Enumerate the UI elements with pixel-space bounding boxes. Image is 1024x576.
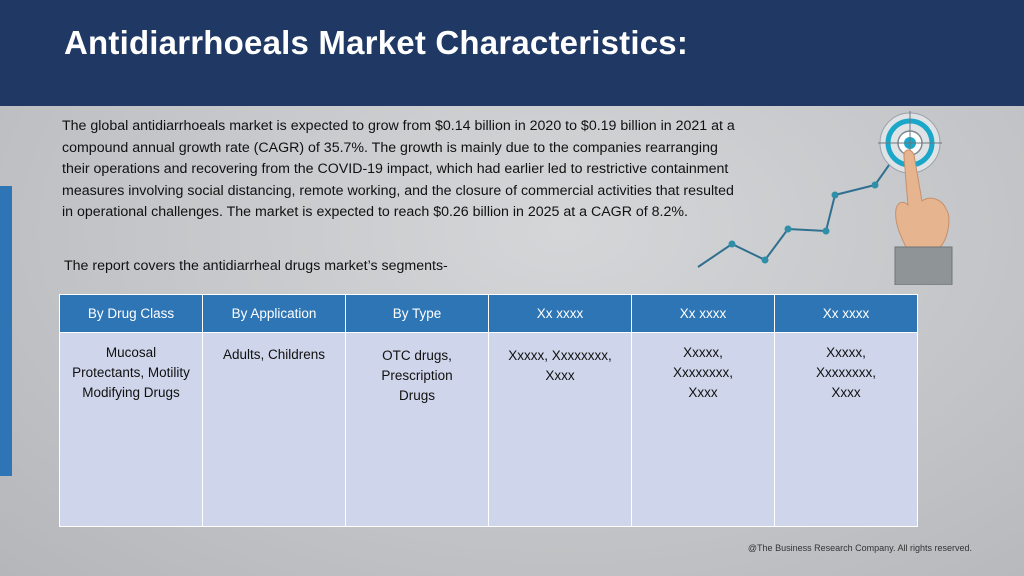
table-header-cell: Xx xxxx <box>631 294 775 333</box>
table-cell: Xxxxx, Xxxxxxxx, Xxxx <box>631 332 775 527</box>
table-cell: Mucosal Protectants, Motility Modifying … <box>59 332 203 527</box>
table-header-cell: By Type <box>345 294 489 333</box>
table-cell: Xxxxx, Xxxxxxxx, Xxxx <box>488 332 632 527</box>
target-icon <box>878 111 942 175</box>
segments-intro-text: The report covers the antidiarrheal drug… <box>64 258 448 274</box>
table-header-cell: By Application <box>202 294 346 333</box>
page-title: Antidiarrhoeals Market Characteristics: <box>64 24 689 61</box>
table-cell: Xxxxx, Xxxxxxxx, Xxxx <box>774 332 918 527</box>
pointing-hand-icon <box>894 149 953 285</box>
growth-target-hand-icon <box>697 111 953 285</box>
title-bar: Antidiarrhoeals Market Characteristics: <box>0 0 1024 106</box>
intro-paragraph: The global antidiarrhoeals market is exp… <box>62 118 735 221</box>
left-accent-bar <box>0 186 12 476</box>
table-header-row: By Drug Class By Application By Type Xx … <box>59 294 918 333</box>
table-header-cell: Xx xxxx <box>774 294 918 333</box>
table-header-cell: By Drug Class <box>59 294 203 333</box>
table-cell: Adults, Childrens <box>202 332 346 527</box>
table-header-cell: Xx xxxx <box>488 294 632 333</box>
growth-line-points-icon <box>728 181 879 264</box>
segments-table: By Drug Class By Application By Type Xx … <box>59 294 918 527</box>
table-cell: OTC drugs, Prescription Drugs <box>345 332 489 527</box>
growth-line-icon <box>697 134 911 268</box>
table-row: Mucosal Protectants, Motility Modifying … <box>59 332 918 527</box>
copyright-text: @The Business Research Company. All righ… <box>747 543 972 553</box>
